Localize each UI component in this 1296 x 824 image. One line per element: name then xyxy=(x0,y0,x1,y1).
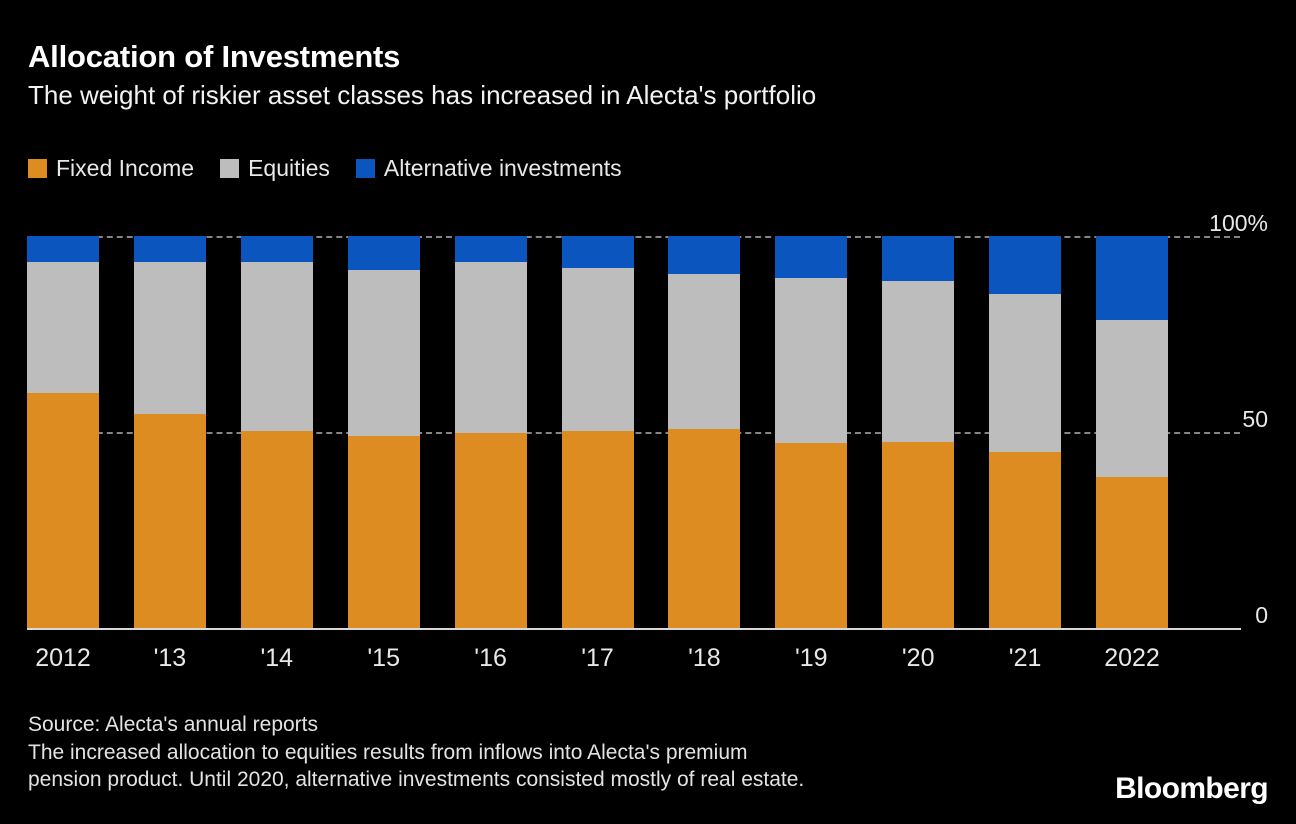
note-line-1: The increased allocation to equities res… xyxy=(28,741,748,764)
bar-segment-0[interactable] xyxy=(133,413,206,628)
bar-segment-1[interactable] xyxy=(27,261,99,393)
bar-segment-2[interactable] xyxy=(240,236,313,262)
bar-segment-1[interactable] xyxy=(668,274,741,429)
y-axis-tick-100: 100% xyxy=(1209,210,1268,236)
bar-segment-0[interactable] xyxy=(668,428,741,628)
bloomberg-logo: Bloomberg xyxy=(1115,772,1269,805)
bar-segment-1[interactable] xyxy=(133,261,206,414)
bar-group-14[interactable] xyxy=(240,236,313,628)
bar-group-21[interactable] xyxy=(989,236,1062,628)
bar-group-2012[interactable] xyxy=(27,236,99,628)
bar-group-20[interactable] xyxy=(882,236,955,628)
bar-segment-0[interactable] xyxy=(1096,477,1168,628)
x-axis-tick-20: '20 xyxy=(901,644,935,672)
x-axis-tick-19: '19 xyxy=(795,644,828,672)
x-axis-tick-18: '18 xyxy=(688,644,721,672)
bar-segment-0[interactable] xyxy=(27,392,99,628)
x-axis-tick-2012: 2012 xyxy=(35,644,91,672)
source-text: Source: Alecta's annual reports xyxy=(28,713,319,736)
bar-segment-0[interactable] xyxy=(561,430,634,628)
bar-segment-2[interactable] xyxy=(668,236,741,275)
bar-segment-1[interactable] xyxy=(989,294,1062,452)
y-axis-tick-50: 50 xyxy=(1242,406,1268,432)
x-axis-tick-17: '17 xyxy=(581,644,614,672)
bar-group-18[interactable] xyxy=(668,236,741,628)
bar-group-13[interactable] xyxy=(133,236,206,628)
note-line-2: pension product. Until 2020, alternative… xyxy=(28,768,805,791)
legend-item-0[interactable]: Fixed Income xyxy=(28,155,194,181)
bar-segment-2[interactable] xyxy=(989,236,1062,295)
bar-segment-0[interactable] xyxy=(347,435,420,628)
bar-segment-2[interactable] xyxy=(347,236,420,271)
bar-group-2022[interactable] xyxy=(1096,236,1168,628)
x-axis-line xyxy=(27,628,1241,630)
bar-segment-0[interactable] xyxy=(989,452,1062,628)
bar-segment-2[interactable] xyxy=(454,236,527,263)
bar-group-19[interactable] xyxy=(775,236,848,628)
bar-segment-1[interactable] xyxy=(882,281,955,443)
bar-segment-0[interactable] xyxy=(882,442,955,628)
legend-label-2: Alternative investments xyxy=(383,155,622,181)
bar-segment-2[interactable] xyxy=(561,235,634,268)
chart-footer: Source: Alecta's annual reports The incr… xyxy=(28,711,1088,793)
x-axis-tick-15: '15 xyxy=(367,644,400,672)
bar-segment-0[interactable] xyxy=(775,442,848,628)
bar-segment-0[interactable] xyxy=(454,433,527,628)
bar-group-16[interactable] xyxy=(454,236,527,628)
bars-container xyxy=(27,235,1240,628)
legend-item-2[interactable]: Alternative investments xyxy=(355,155,622,181)
x-axis-tick-2022: 2022 xyxy=(1104,644,1160,672)
bar-segment-1[interactable] xyxy=(454,262,527,434)
bar-segment-1[interactable] xyxy=(1096,319,1168,478)
chart-subtitle: The weight of riskier asset classes has … xyxy=(28,80,817,110)
x-axis-tick-13: '13 xyxy=(153,644,187,672)
chart-legend: Fixed Income Equities Alternative investme… xyxy=(28,155,622,181)
bar-segment-1[interactable] xyxy=(775,277,848,443)
bar-segment-2[interactable] xyxy=(133,236,206,262)
legend-swatch-icon-2 xyxy=(355,158,375,178)
bar-segment-2[interactable] xyxy=(775,236,848,278)
y-axis-tick-0: 0 xyxy=(1255,602,1268,628)
bar-segment-2[interactable] xyxy=(27,236,99,262)
x-axis-tick-21: '21 xyxy=(1008,644,1042,672)
x-axis-tick-14: '14 xyxy=(260,644,294,672)
bar-segment-1[interactable] xyxy=(347,270,420,436)
legend-swatch-icon-1 xyxy=(220,158,240,178)
bar-segment-1[interactable] xyxy=(240,261,313,431)
gridline-50 xyxy=(27,432,1240,434)
bar-segment-1[interactable] xyxy=(561,267,634,431)
bar-segment-2[interactable] xyxy=(882,236,955,282)
legend-item-1[interactable]: Equities xyxy=(220,155,330,181)
legend-label-1: Equities xyxy=(248,155,330,181)
legend-label-0: Fixed Income xyxy=(56,155,195,181)
page-title: Allocation of Investments xyxy=(28,39,401,74)
gridline-100 xyxy=(27,236,1240,238)
x-axis-tick-16: '16 xyxy=(474,644,507,672)
bar-group-17[interactable] xyxy=(561,235,634,628)
legend-swatch-icon-0 xyxy=(28,158,47,178)
bar-group-15[interactable] xyxy=(347,236,420,628)
chart-header: Allocation of Investments The weight of … xyxy=(28,38,1228,112)
bar-segment-2[interactable] xyxy=(1096,236,1168,320)
bar-segment-0[interactable] xyxy=(240,430,313,628)
